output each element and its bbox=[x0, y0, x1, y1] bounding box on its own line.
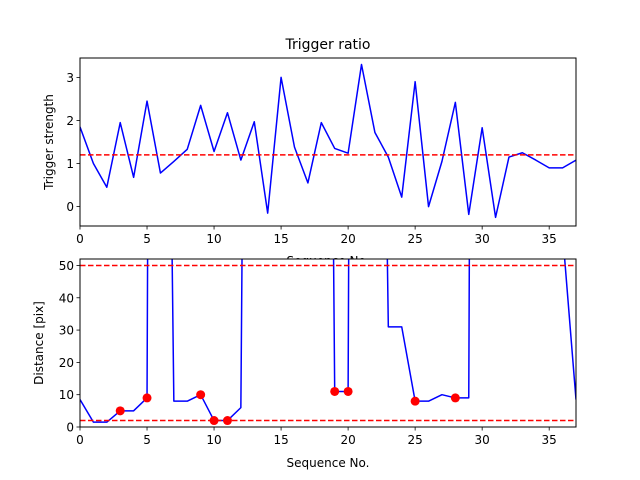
bottom-x-tick-label: 30 bbox=[475, 433, 490, 447]
bottom-series-group bbox=[80, 259, 576, 426]
top-x-tick-label: 10 bbox=[206, 232, 221, 246]
top-series-line-0 bbox=[80, 63, 576, 219]
top-x-tick-label: 0 bbox=[76, 232, 84, 246]
top-x-tick-label: 5 bbox=[143, 232, 151, 246]
top-y-axis-label: Trigger strength bbox=[42, 94, 56, 191]
bottom-series-line-0 bbox=[80, 259, 576, 423]
bottom-x-tick-label: 35 bbox=[542, 433, 557, 447]
bottom-marker-point bbox=[115, 406, 125, 416]
top-x-tick-label: 35 bbox=[542, 232, 557, 246]
bottom-axes-background bbox=[80, 259, 576, 427]
top-y-tick-label: 1 bbox=[66, 157, 74, 171]
bottom-x-tick-label: 20 bbox=[340, 433, 355, 447]
bottom-axes-frame bbox=[79, 258, 577, 428]
top-y-tick-label: 2 bbox=[66, 114, 74, 128]
bottom-marker-point bbox=[330, 386, 340, 396]
bottom-marker-point bbox=[142, 393, 152, 403]
bottom-marker-point bbox=[450, 393, 460, 403]
top-series-group bbox=[80, 63, 576, 219]
bottom-marker-point bbox=[410, 396, 420, 406]
bottom-x-tick-label: 10 bbox=[206, 433, 221, 447]
bottom-y-tick-label: 20 bbox=[59, 356, 74, 370]
bottom-y-tick-label: 50 bbox=[59, 259, 74, 273]
top-x-tick-label: 30 bbox=[475, 232, 490, 246]
top-x-tick-label: 20 bbox=[340, 232, 355, 246]
top-x-tick-label: 25 bbox=[407, 232, 422, 246]
top-ticks-group: 0 5 10 15 20 25 30 35 0 1 2 3 bbox=[66, 71, 556, 246]
bottom-x-tick-label: 25 bbox=[407, 433, 422, 447]
bottom-marker-point bbox=[343, 386, 353, 396]
bottom-y-tick-label: 0 bbox=[66, 421, 74, 435]
bottom-x-tick-label: 0 bbox=[76, 433, 84, 447]
bottom-marker-point bbox=[222, 416, 232, 426]
bottom-plot: 0 5 10 15 20 25 30 35 0 10 20 30 40 50 Sequence No. D… bbox=[32, 258, 577, 470]
chart-title: Trigger ratio bbox=[284, 37, 370, 53]
top-y-tick-label: 0 bbox=[66, 200, 74, 214]
bottom-x-tick-label: 5 bbox=[143, 433, 151, 447]
bottom-ticks-group: 0 5 10 15 20 25 30 35 0 10 20 30 40 50 bbox=[59, 259, 557, 447]
top-axes-frame bbox=[79, 57, 577, 227]
bottom-y-tick-label: 40 bbox=[59, 291, 74, 305]
bottom-y-tick-label: 30 bbox=[59, 324, 74, 338]
bottom-y-axis-label: Distance [pix] bbox=[32, 301, 46, 385]
top-y-tick-label: 3 bbox=[66, 71, 74, 85]
bottom-marker-point bbox=[209, 416, 219, 426]
bottom-y-tick-label: 10 bbox=[59, 388, 74, 402]
bottom-x-tick-label: 15 bbox=[273, 433, 288, 447]
bottom-marker-point bbox=[196, 390, 206, 400]
top-x-tick-label: 15 bbox=[273, 232, 288, 246]
bottom-x-axis-label: Sequence No. bbox=[287, 456, 370, 470]
